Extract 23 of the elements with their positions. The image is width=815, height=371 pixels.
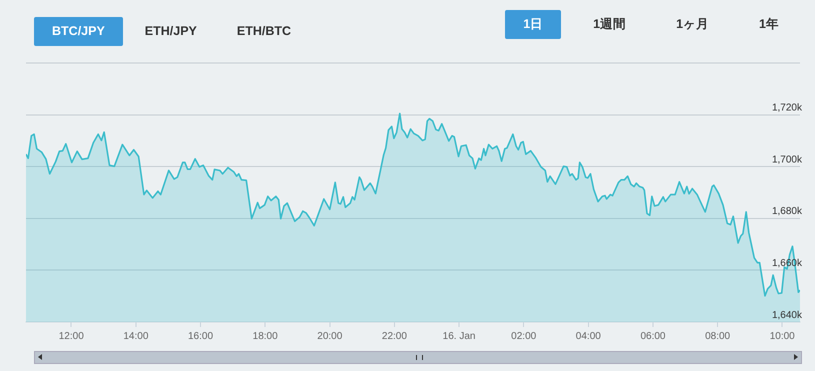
x-tick-label: 20:00: [317, 330, 343, 342]
y-tick-label: 1,700k: [772, 154, 803, 166]
y-tick-label: 1,680k: [772, 206, 803, 218]
text: 1日: [505, 10, 562, 39]
x-tick-label: 18:00: [252, 330, 278, 342]
x-tick-label: 06:00: [640, 330, 666, 342]
x-tick-label: 02:00: [511, 330, 537, 342]
x-tick-label: 22:00: [382, 330, 408, 342]
text: 1週間: [592, 16, 628, 33]
text: BTC/JPY: [34, 17, 123, 46]
x-tick-label: 10:00: [770, 330, 796, 342]
text: 1ヶ月: [675, 16, 710, 33]
text: ETH/BTC: [236, 23, 292, 40]
x-tick-label: 08:00: [705, 330, 731, 342]
x-tick-label: 14:00: [123, 330, 149, 342]
y-tick-label: 1,720k: [772, 102, 803, 114]
x-tick-label: 16:00: [188, 330, 214, 342]
x-tick-label: 12:00: [58, 330, 84, 342]
x-tick-label: 04:00: [576, 330, 602, 342]
x-tick-label: 16. Jan: [442, 330, 476, 342]
text: 1年: [758, 16, 780, 33]
y-tick-label: 1,640k: [772, 310, 803, 321]
text: ETH/JPY: [144, 23, 198, 40]
